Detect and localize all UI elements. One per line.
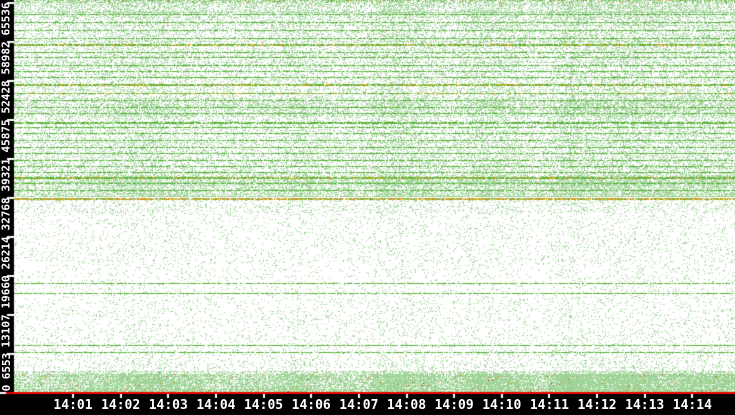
y-tick-label: 6553 <box>0 352 13 380</box>
x-tick-label: 14:11 <box>529 398 569 413</box>
x-tick-label: 14:02 <box>101 398 141 413</box>
y-tick-label: 32768 <box>0 196 13 231</box>
x-tick-label: 14:10 <box>482 398 522 413</box>
x-tick-label: 14:04 <box>196 398 236 413</box>
y-tick-label: 58982 <box>0 40 13 75</box>
y-tick-label: 52428 <box>0 79 13 114</box>
x-tick-label: 14:05 <box>243 398 284 413</box>
y-tick-label: 19660 <box>0 274 13 309</box>
y-tick-label: 45875 <box>0 118 13 153</box>
y-tick-label: 26214 <box>0 235 13 270</box>
x-tick-label: 14:09 <box>434 398 474 413</box>
x-tick-label: 14:06 <box>291 398 331 413</box>
y-tick-label: 0 <box>0 384 13 392</box>
y-tick-label: 13107 <box>0 313 13 348</box>
x-tick-label: 14:14 <box>672 398 712 413</box>
x-tick-label: 14:13 <box>625 398 665 413</box>
x-tick-label: 14:03 <box>148 398 188 413</box>
y-tick-label: 65536 <box>0 1 13 36</box>
x-tick-label: 14:12 <box>577 398 617 413</box>
y-tick-label: 39321 <box>0 157 13 192</box>
x-tick-label: 14:07 <box>339 398 379 413</box>
x-tick-label: 14:08 <box>386 398 427 413</box>
x-tick-label: 14:01 <box>53 398 93 413</box>
